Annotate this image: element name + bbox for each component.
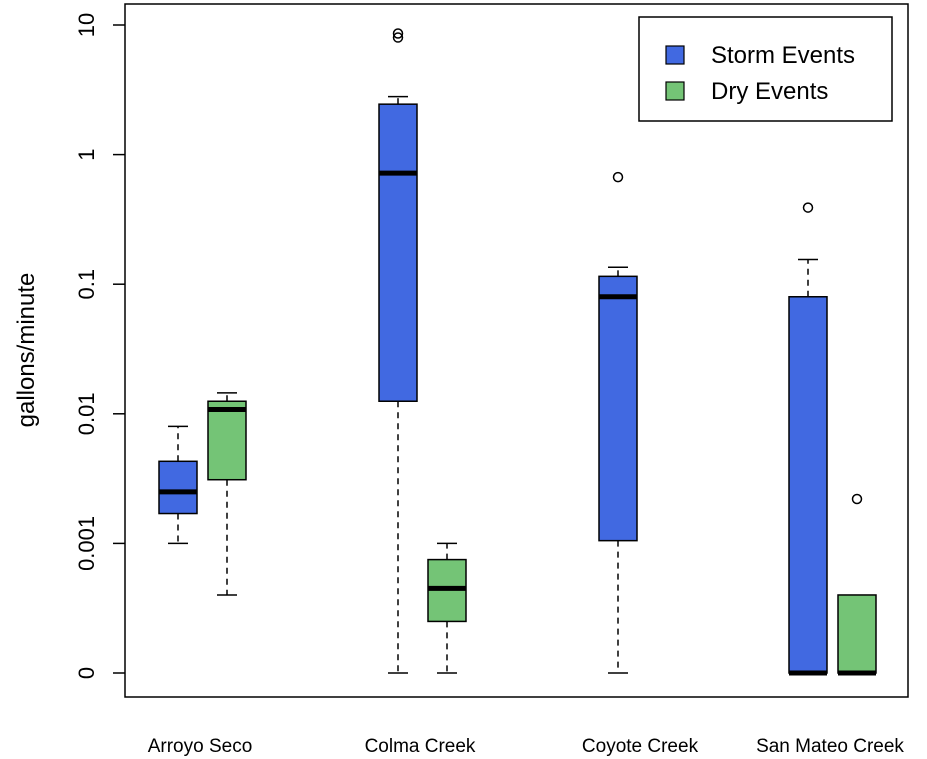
iqr-box xyxy=(788,296,828,674)
iqr-box xyxy=(598,275,638,542)
outlier-point xyxy=(612,171,624,183)
box-storm-events xyxy=(788,202,828,676)
outlier-point xyxy=(851,493,863,505)
x-category-label: San Mateo Creek xyxy=(756,736,904,757)
legend-swatch xyxy=(665,81,685,101)
y-tick-label: 0.01 xyxy=(74,392,99,435)
y-tick-label: 0.001 xyxy=(74,516,99,571)
x-category-label: Coyote Creek xyxy=(582,736,699,757)
box-storm-events xyxy=(598,171,638,674)
box-storm-events xyxy=(158,425,198,545)
y-tick-label: 1 xyxy=(74,148,99,160)
x-axis: Arroyo Seco Colma Creek Coyote Creek San Ma… xyxy=(148,736,905,757)
legend-frame xyxy=(638,16,893,122)
box-storm-events xyxy=(378,28,418,674)
legend: Storm Events Dry Events xyxy=(638,16,893,122)
iqr-box xyxy=(837,594,877,674)
y-axis-label: gallons/minute xyxy=(13,273,40,428)
legend-swatch xyxy=(665,45,685,65)
iqr-box xyxy=(158,460,198,515)
iqr-box xyxy=(207,400,247,481)
box-dry-events xyxy=(207,392,247,596)
y-axis: 0 0.001 0.01 0.1 1 10 xyxy=(74,13,125,679)
legend-label: Storm Events xyxy=(711,42,855,69)
outlier-point xyxy=(392,32,404,43)
y-tick-label: 0 xyxy=(74,667,99,679)
box-dry-events xyxy=(837,493,877,676)
y-tick-label: 10 xyxy=(74,13,99,37)
legend-label: Dry Events xyxy=(711,78,828,105)
outlier-point xyxy=(392,28,404,39)
y-tick-label: 0.1 xyxy=(74,269,99,300)
box-series xyxy=(158,28,877,676)
outlier-point xyxy=(802,202,814,213)
iqr-box xyxy=(378,103,418,402)
box-dry-events xyxy=(427,542,467,674)
plot-frame xyxy=(124,3,909,698)
x-category-label: Colma Creek xyxy=(365,736,476,757)
x-category-label: Arroyo Seco xyxy=(148,736,253,757)
